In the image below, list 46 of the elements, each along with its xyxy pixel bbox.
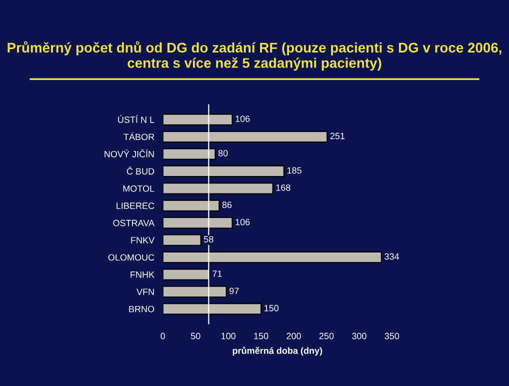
bar [162, 130, 328, 143]
bar [162, 200, 220, 212]
x-tick-label: 0 [160, 332, 166, 340]
y-tick-label: TÁBOR [124, 132, 154, 140]
y-tick-label: NOVÝ JIČÍN [104, 149, 154, 158]
x-tick-label: 300 [352, 332, 366, 340]
y-tick-label: FNHK [130, 272, 154, 278]
x-tick-label: 250 [319, 332, 334, 340]
data-label: 80 [218, 150, 228, 156]
data-label: 97 [230, 288, 239, 294]
bar [162, 114, 233, 126]
data-label: 168 [276, 184, 290, 191]
x-tick-label: 150 [254, 332, 268, 340]
bar [162, 165, 285, 178]
bar [162, 268, 210, 280]
data-label: 251 [330, 132, 345, 140]
data-label: 86 [222, 202, 232, 208]
y-tick-label: Č BUD [126, 166, 154, 175]
data-label: 185 [287, 167, 302, 174]
y-tick-label: MOTOL [123, 185, 154, 192]
bar [162, 303, 262, 315]
bar [162, 286, 227, 298]
bar [162, 216, 233, 229]
y-tick-label: FNKV [131, 237, 155, 244]
y-tick-label: LIBEREC [116, 202, 154, 209]
bar [162, 234, 202, 246]
data-label: 334 [384, 253, 400, 260]
data-label: 150 [264, 304, 279, 312]
bar [162, 148, 216, 160]
chart-title: Průměrný počet dnů od DG do zadání RF (pouze pacienti s DG v roce 2006, centra s více než 5 zadanými pacienty) [8, 41, 502, 71]
x-axis-title: průměrná doba (dny) [232, 346, 322, 356]
y-tick-label: OLOMOUC [108, 254, 154, 261]
y-tick-label: BRNO [129, 306, 154, 312]
data-label: 106 [236, 116, 250, 122]
x-tick-label: 350 [384, 332, 400, 340]
y-tick-label: VFN [136, 288, 154, 295]
bar [162, 182, 274, 194]
bar [162, 251, 382, 264]
data-label: 106 [236, 218, 250, 226]
y-tick-label: OSTRAVA [113, 220, 155, 226]
x-tick-label: 200 [286, 332, 301, 340]
x-tick-label: 50 [190, 332, 200, 340]
y-tick-label: ÚSTÍ N L [118, 115, 154, 123]
data-label: 58 [204, 236, 214, 242]
x-tick-label: 100 [221, 332, 236, 340]
data-label: 71 [212, 270, 222, 277]
